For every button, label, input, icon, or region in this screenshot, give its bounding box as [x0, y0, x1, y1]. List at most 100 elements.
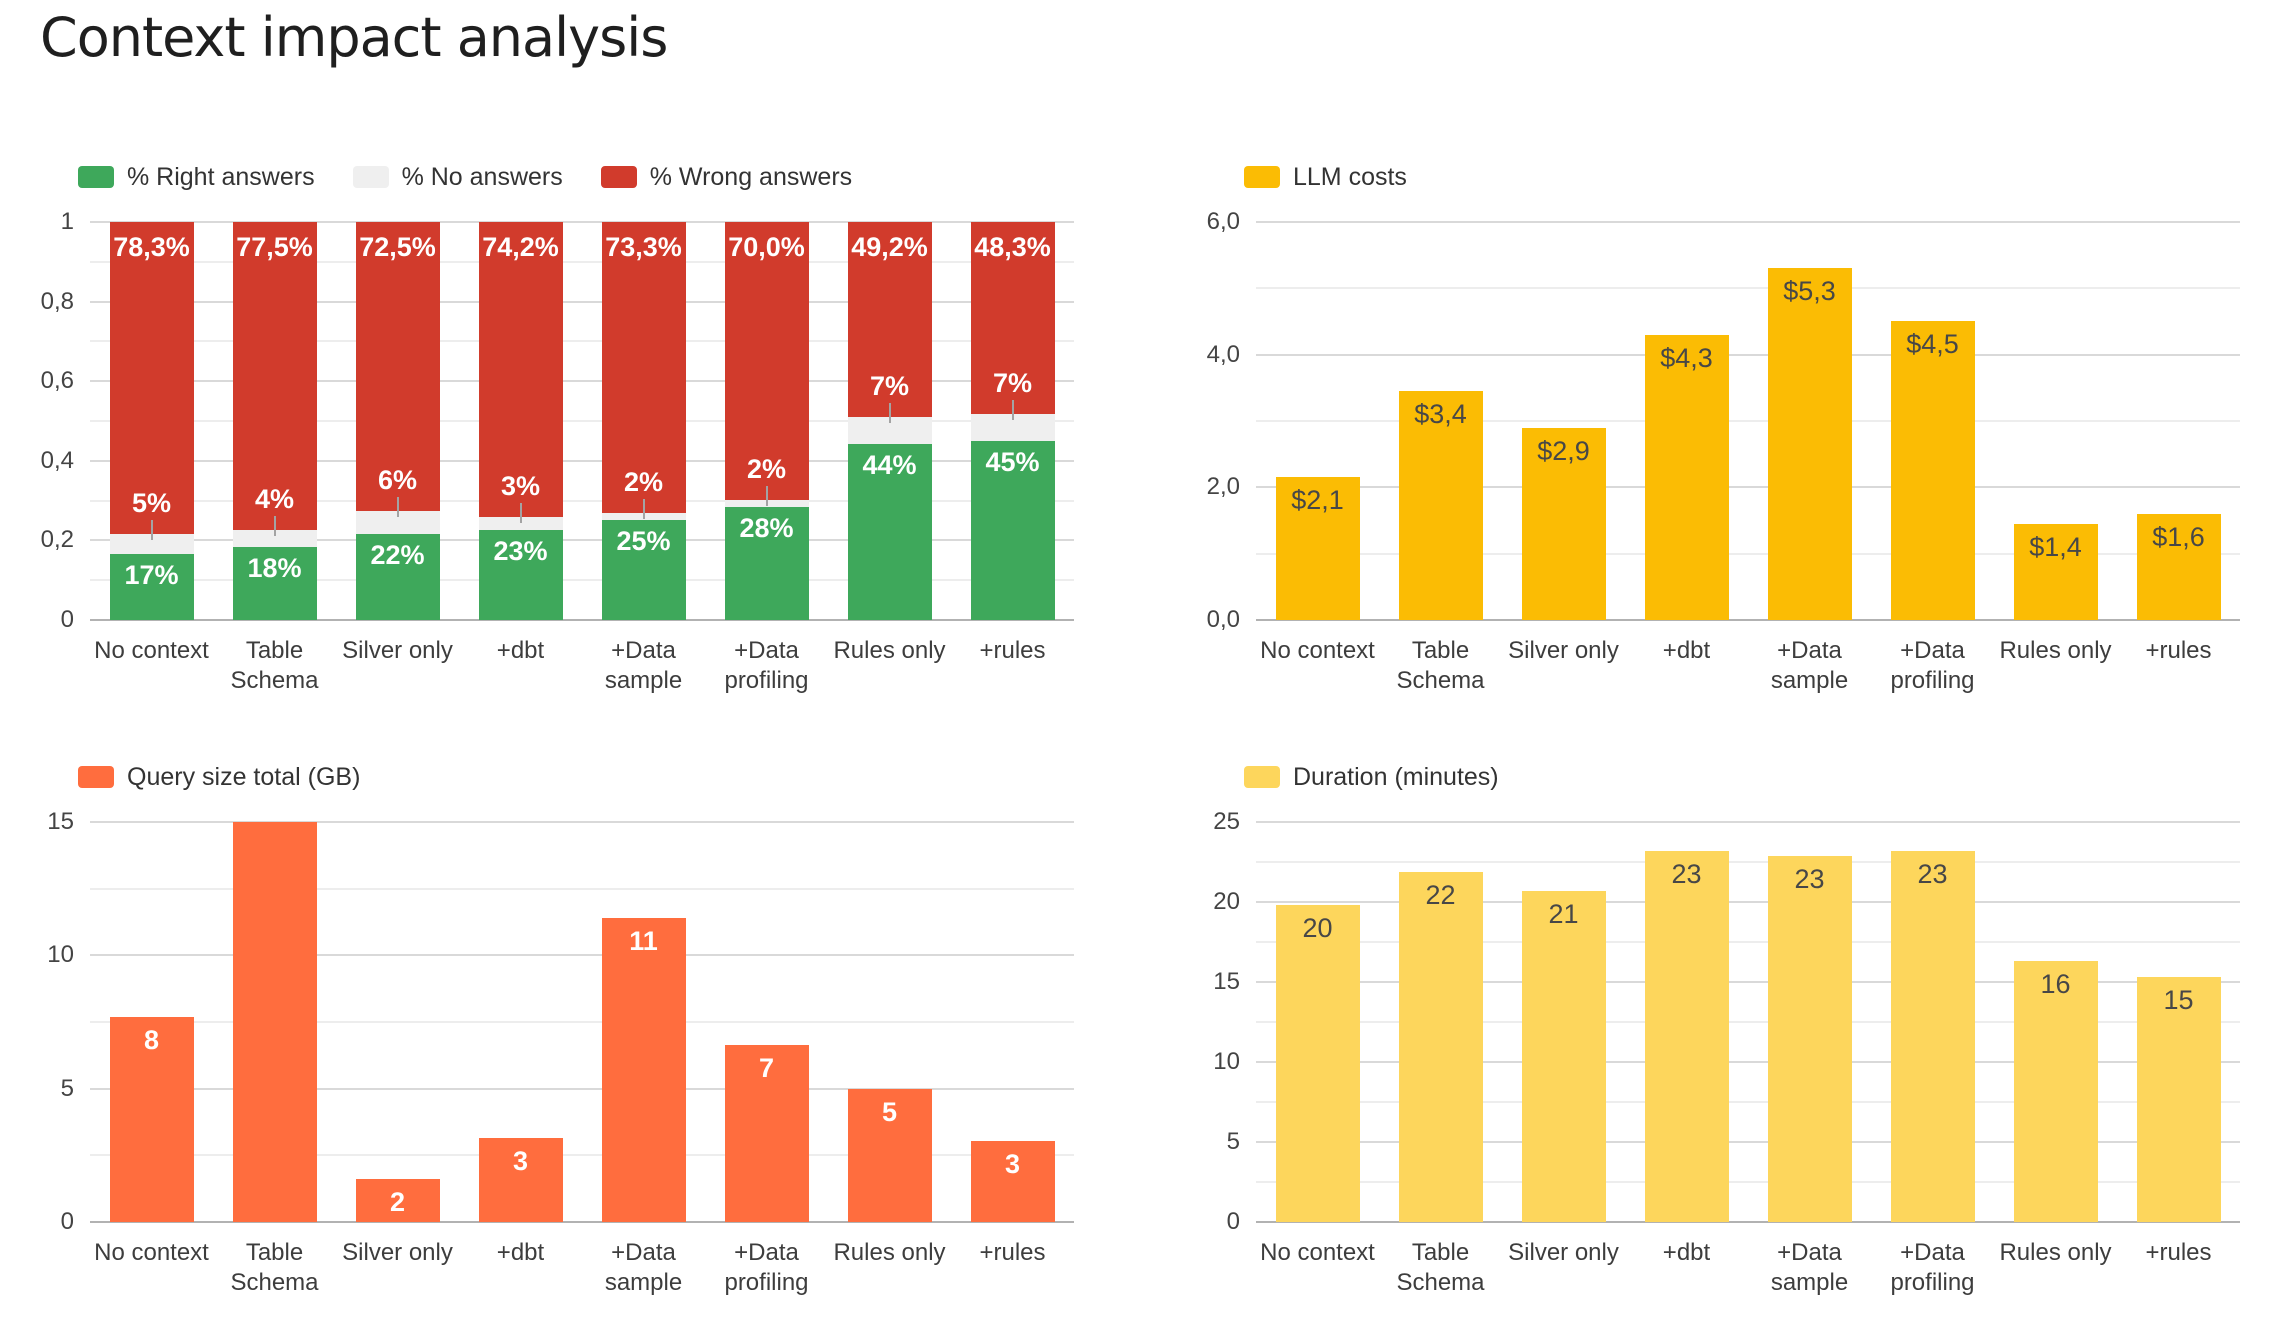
x-category-label: +dbt: [1662, 637, 1711, 664]
bar-segment-llm-costs-series: [1891, 321, 1975, 620]
bar-segment-duration-series: [2137, 977, 2221, 1222]
bar-value-label: 3: [512, 1146, 529, 1176]
legend-label: Duration (minutes): [1293, 762, 1499, 791]
y-tick-label: 0: [1226, 1208, 1240, 1235]
bar-segment-answers-series: [602, 520, 686, 620]
bar-value-label: 23%: [493, 536, 548, 566]
bar-segment-answers-series: [233, 547, 317, 620]
y-tick-label: 5: [1226, 1128, 1240, 1155]
x-category-label: Silver only: [1508, 1239, 1619, 1266]
x-category-label: +Data sample: [1770, 1239, 1849, 1296]
x-category-label: +Data profiling: [1890, 637, 1975, 694]
bar-value-label: 2%: [623, 467, 664, 497]
bar-value-label: 5: [881, 1097, 898, 1127]
x-category-label: +dbt: [496, 1239, 545, 1266]
legend-llm-costs: LLM costs: [1244, 163, 1407, 191]
bar-value-label: 23: [1917, 859, 1948, 889]
x-category-label: Table Schema: [230, 1239, 319, 1296]
bar-value-label: 21: [1548, 899, 1579, 929]
bar-value-label: $2,1: [1291, 485, 1344, 515]
gridline-minor: [1256, 941, 2240, 943]
x-category-label: Rules only: [1999, 637, 2112, 664]
x-category-label: Rules only: [1999, 1239, 2112, 1266]
bar-value-label: 77,5%: [236, 232, 313, 262]
gridline-minor: [90, 1021, 1074, 1023]
gridline-minor: [90, 420, 1074, 422]
bar-value-label: 4%: [254, 484, 295, 514]
gridline-minor: [1256, 1101, 2240, 1103]
y-tick-label: 10: [47, 941, 74, 969]
gridline-major: [90, 539, 1074, 542]
bar-segment-answers-s2: [848, 222, 932, 417]
bar-value-label: 7: [758, 1053, 775, 1083]
x-category-label: +rules: [979, 1239, 1046, 1266]
legend-item: % Wrong answers: [600, 163, 852, 192]
gridline-minor: [90, 260, 1074, 263]
bar-segment-duration-series: [1891, 851, 1975, 1222]
bar-value-label: 8: [143, 1025, 160, 1055]
callout-leader-line: [1011, 400, 1014, 420]
bar-segment-query-size-series: [602, 918, 686, 1222]
bar-segment-answers-series: [848, 444, 932, 620]
x-category-label: Table Schema: [230, 637, 319, 694]
legend-query-size: Query size total (GB): [78, 763, 360, 791]
bar-segment-answers-series: [356, 534, 440, 620]
legend-label: % Right answers: [127, 162, 315, 191]
gridline-major: [90, 459, 1074, 462]
gridline-minor: [90, 887, 1074, 890]
y-tick-label: 4,0: [1206, 340, 1240, 368]
bar-value-label: 74,2%: [482, 232, 559, 262]
x-axis-line: [90, 1221, 1074, 1223]
gridline-major: [1256, 486, 2240, 489]
x-category-label: Table Schema: [1396, 637, 1485, 694]
legend-item: LLM costs: [1244, 163, 1407, 192]
y-tick-label: 0: [60, 1208, 74, 1235]
legend-swatch-icon: [1244, 166, 1280, 188]
x-category-label: No context: [1260, 1239, 1375, 1266]
y-tick-label: 0,6: [40, 367, 74, 395]
bar-segment-answers-s2: [110, 222, 194, 534]
y-tick-label: 15: [1213, 968, 1240, 995]
gridline-major: [90, 300, 1074, 303]
bar-segment-query-size-series: [848, 1089, 932, 1222]
x-axis-line: [1256, 619, 2240, 621]
bar-value-label: 2: [389, 1187, 406, 1217]
gridline-minor: [90, 579, 1074, 582]
bar-value-label: 22: [1425, 880, 1456, 910]
bar-value-label: 23: [1671, 859, 1702, 889]
bar-value-label: 20: [1302, 913, 1333, 943]
legend-item: Query size total (GB): [78, 763, 360, 792]
gridline-minor: [1256, 420, 2240, 422]
bar-value-label: $1,4: [2029, 532, 2082, 562]
bar-value-label: 48,3%: [974, 232, 1051, 262]
legend-item: % No answers: [352, 163, 563, 192]
legend-answers: % Right answers % No answers % Wrong answe…: [78, 163, 852, 191]
bar-value-label: 5%: [131, 488, 172, 518]
bar-value-label: 7%: [869, 371, 910, 401]
bar-segment-llm-costs-series: [2014, 524, 2098, 620]
bar-segment-duration-series: [1399, 872, 1483, 1222]
gridline-major: [1256, 353, 2240, 356]
callout-leader-line: [273, 516, 276, 536]
legend-label: LLM costs: [1293, 162, 1407, 191]
gridline-major: [90, 221, 1074, 223]
bar-segment-query-size-series: [233, 822, 317, 1222]
gridline-minor: [90, 499, 1074, 502]
x-category-label: +Data sample: [1770, 637, 1849, 694]
legend-item: % Right answers: [78, 163, 315, 192]
callout-leader-line: [519, 503, 522, 523]
x-category-label: No context: [1260, 637, 1375, 664]
callout-leader-line: [888, 403, 891, 423]
x-category-label: +Data profiling: [724, 1239, 809, 1296]
bar-value-label: $1,6: [2152, 522, 2205, 552]
bar-value-label: 7%: [992, 368, 1033, 398]
y-tick-label: 20: [1213, 888, 1240, 915]
x-category-label: Table Schema: [1396, 1239, 1485, 1296]
gridline-major: [1256, 1141, 2240, 1143]
y-tick-label: 0,8: [40, 287, 74, 315]
gridline-minor: [1256, 1021, 2240, 1023]
bar-segment-query-size-series: [110, 1017, 194, 1222]
bar-segment-duration-series: [1768, 856, 1852, 1222]
